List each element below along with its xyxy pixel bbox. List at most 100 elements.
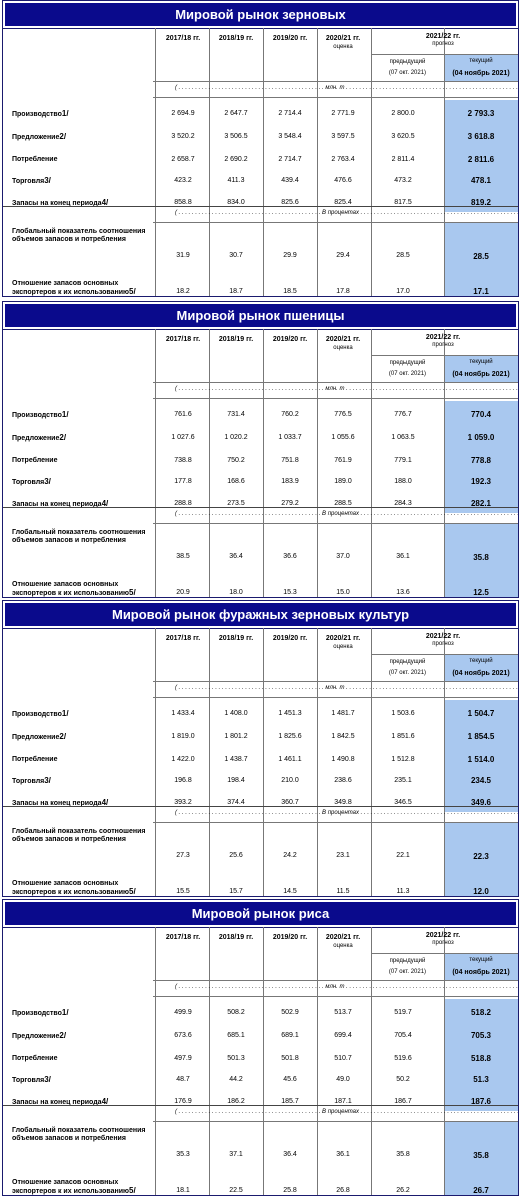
cell-value: 186.7 <box>394 1098 412 1105</box>
cell-value: 423.2 <box>174 177 192 184</box>
column-divider <box>317 927 318 1195</box>
footnote-mark: 5/ <box>129 588 136 597</box>
cell-value: 858.8 <box>174 199 192 206</box>
cell-value: 776.7 <box>394 411 412 418</box>
current-label: текущий <box>469 58 493 64</box>
row-label-ratio-exporters: Отношение запасов основных экспортеров к… <box>12 880 162 896</box>
column-year-header: 2021/22 гг. <box>425 932 461 939</box>
column-divider <box>155 28 156 296</box>
current-label: текущий <box>469 658 493 664</box>
cell-value: 2 714.7 <box>278 156 302 163</box>
footnote-mark: 5/ <box>129 1186 136 1195</box>
cell-value: 2 811.4 <box>391 156 415 163</box>
cell-value: 35.8 <box>473 553 489 562</box>
cell-value: 751.8 <box>281 457 299 464</box>
previous-label: предыдущий <box>389 659 426 665</box>
row-label-text: Запасы на конец периода <box>12 800 102 807</box>
cell-value: 28.5 <box>473 252 489 261</box>
row-label-text: Торговля <box>12 178 45 185</box>
cell-value: 26.7 <box>473 1186 489 1195</box>
cell-value: 776.5 <box>334 411 352 418</box>
row-label-text: Запасы на конец периода <box>12 1099 102 1106</box>
market-table-1: Мировой рынок зерновых 2017/18 гг. 2018/19… <box>2 0 519 297</box>
row-label-text: Потребление <box>12 457 58 464</box>
section-line <box>3 806 518 807</box>
cell-value: 2 771.9 <box>331 110 355 117</box>
cell-value: 48.7 <box>176 1076 190 1083</box>
cell-value: 1 422.0 <box>171 756 195 763</box>
previous-date: (07 окт. 2021) <box>388 371 427 377</box>
footnote-mark: 1/ <box>61 109 69 118</box>
cell-value: 29.4 <box>336 252 350 259</box>
cell-value: 770.4 <box>470 410 492 419</box>
row-label-stocks: Запасы на конец периода4/ <box>12 199 108 208</box>
current-label: текущий <box>469 957 493 963</box>
cell-value: 2 793.3 <box>467 109 495 118</box>
units-mln-t: ( . . . . . . . . . . . . . . . . . . . … <box>175 984 519 990</box>
cell-value: 760.2 <box>281 411 299 418</box>
row-label-trade: Торговля3/ <box>12 177 51 186</box>
cell-value: 235.1 <box>394 777 412 784</box>
column-year-header: 2017/18 гг. <box>165 35 201 42</box>
cell-value: 1 514.0 <box>467 755 495 764</box>
footnote-mark: 4/ <box>101 198 109 207</box>
current-label: текущий <box>469 359 493 365</box>
cell-value: 37.0 <box>336 553 350 560</box>
row-label-consumption: Потребление <box>12 156 57 164</box>
cell-value: 50.2 <box>396 1076 410 1083</box>
cell-value: 189.0 <box>334 478 352 485</box>
cell-value: 825.6 <box>281 199 299 206</box>
cell-value: 738.8 <box>174 457 192 464</box>
column-year-header: 2019/20 гг. <box>272 635 308 642</box>
cell-value: 2 811.6 <box>467 155 495 164</box>
cell-value: 1 451.3 <box>278 710 302 717</box>
cell-value: 29.9 <box>283 252 297 259</box>
header-separator <box>371 654 518 655</box>
row-label-ratio-global: Глобальный показатель соотношения объемо… <box>12 1127 146 1142</box>
column-year-header: 2017/18 гг. <box>165 934 201 941</box>
current-column-highlight <box>444 954 518 980</box>
cell-value: 36.4 <box>229 553 243 560</box>
column-divider <box>155 628 156 896</box>
cell-value: 374.4 <box>227 799 245 806</box>
cell-value: 1 819.0 <box>171 733 195 740</box>
cell-value: 501.3 <box>227 1055 245 1062</box>
cell-value: 234.5 <box>470 776 492 785</box>
row-label-production: Производство1/ <box>12 1009 69 1018</box>
column-divider <box>371 329 372 597</box>
header-separator <box>371 355 518 356</box>
cell-value: 11.5 <box>336 888 350 895</box>
cell-value: 1 055.6 <box>331 434 355 441</box>
cell-value: 188.0 <box>394 478 412 485</box>
row-label-stocks: Запасы на конец периода4/ <box>12 500 108 509</box>
cell-value: 2 763.4 <box>331 156 355 163</box>
cell-value: 18.5 <box>283 288 297 295</box>
column-divider <box>317 28 318 296</box>
cell-value: 177.8 <box>174 478 192 485</box>
cell-value: 18.0 <box>229 589 243 596</box>
cell-value: 497.9 <box>174 1055 192 1062</box>
units-percent: ( . . . . . . . . . . . . . . . . . . . … <box>175 810 519 816</box>
cell-value: 2 647.7 <box>224 110 248 117</box>
cell-value: 30.7 <box>229 252 243 259</box>
current-date: (04 ноябрь 2021) <box>452 70 510 77</box>
column-divider <box>155 329 156 597</box>
row-label-text: Торговля <box>12 1077 45 1084</box>
cell-value: 273.5 <box>227 500 245 507</box>
cell-value: 1 461.1 <box>278 756 302 763</box>
cell-value: 478.1 <box>470 176 492 185</box>
cell-value: 1 512.8 <box>391 756 415 763</box>
row-label-supply: Предложение2/ <box>12 1032 66 1041</box>
table-title: Мировой рынок фуражных зерновых культур <box>3 601 518 629</box>
row-label-text: Отношение запасов основных экспортеров к… <box>12 581 130 597</box>
cell-value: 49.0 <box>336 1076 350 1083</box>
column-year-header: 2018/19 гг. <box>218 934 254 941</box>
column-year-header: 2019/20 гг. <box>272 35 308 42</box>
cell-value: 2 714.4 <box>278 110 302 117</box>
cell-value: 25.6 <box>229 852 243 859</box>
row-label-text: Предложение <box>12 1033 60 1040</box>
units-bottom-line <box>153 1121 518 1122</box>
row-label-trade: Торговля3/ <box>12 1076 51 1085</box>
column-year-header: 2019/20 гг. <box>272 934 308 941</box>
cell-value: 2 800.0 <box>391 110 415 117</box>
